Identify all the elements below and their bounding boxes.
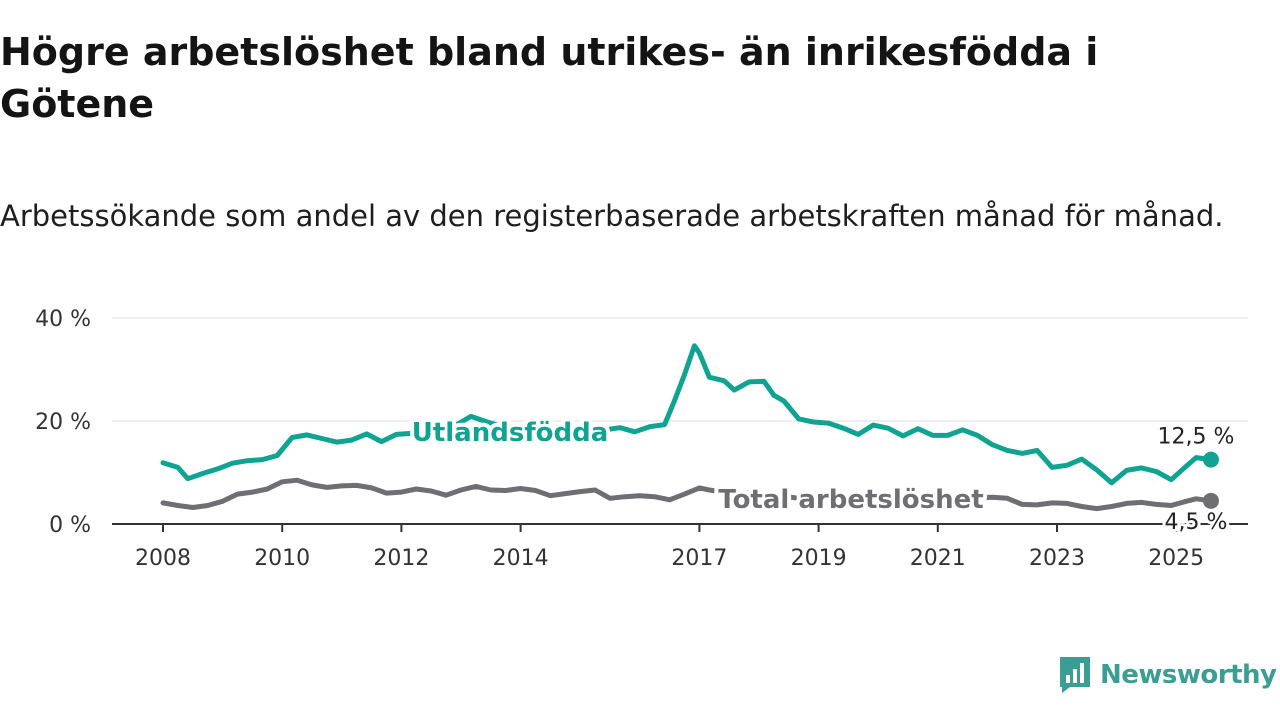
x-tick-label: 2019 <box>791 546 847 571</box>
series-line-utlandsfodda <box>160 343 1214 486</box>
y-tick-label: 20 % <box>35 410 91 435</box>
newsworthy-logo: Newsworthy <box>1058 655 1277 695</box>
chart-subtitle: Arbetssökande som andel av den registerb… <box>0 199 1224 233</box>
series-label: Total arbetslöshet <box>718 485 983 515</box>
y-tick-label: 40 % <box>35 307 91 332</box>
end-value-label-halo: 12,5 % <box>1158 425 1235 450</box>
x-tick-label: 2017 <box>671 546 727 571</box>
x-tick-label: 2012 <box>373 546 429 571</box>
series-label-halo: Total arbetslöshet <box>718 485 983 515</box>
series-line-total <box>160 477 1214 512</box>
series-label-halo: Utlandsfödda <box>412 418 609 448</box>
end-value-label: 12,5 % <box>1158 425 1235 450</box>
x-tick-label: 2010 <box>254 546 310 571</box>
series-label: Utlandsfödda <box>412 418 609 448</box>
series-end-point <box>1202 451 1219 468</box>
end-value-label: 4,5 % <box>1165 510 1228 535</box>
x-tick-label: 2025 <box>1148 546 1204 571</box>
x-tick-label: 2023 <box>1029 546 1085 571</box>
chart-title: Högre arbetslöshet bland utrikes- än inr… <box>0 30 1099 126</box>
x-tick-label: 2021 <box>910 546 966 571</box>
newsworthy-logo-text: Newsworthy <box>1100 660 1277 690</box>
series-end-point <box>1202 492 1219 509</box>
newsworthy-logo-icon <box>1060 657 1090 693</box>
x-tick-label: 2008 <box>135 546 191 571</box>
x-tick-label: 2014 <box>493 546 549 571</box>
end-value-label-halo: 4,5 % <box>1165 510 1228 535</box>
y-tick-label: 0 % <box>49 513 91 538</box>
